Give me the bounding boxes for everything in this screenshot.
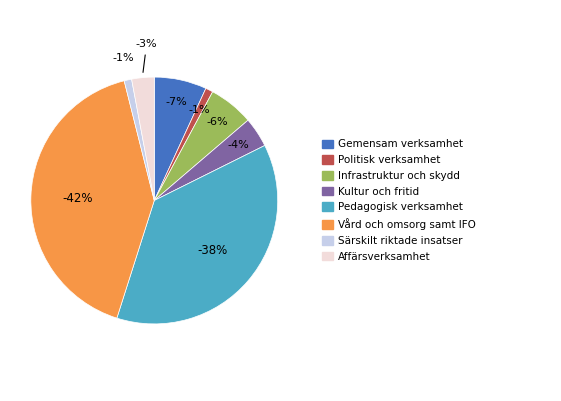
Legend: Gemensam verksamhet, Politisk verksamhet, Infrastruktur och skydd, Kultur och fr: Gemensam verksamhet, Politisk verksamhet… [319,136,479,265]
Text: -42%: -42% [62,192,93,205]
Text: -1%: -1% [112,53,134,63]
Text: -4%: -4% [228,140,250,150]
Text: -1%: -1% [188,105,210,115]
Wedge shape [124,79,154,200]
Text: -7%: -7% [165,97,187,107]
Wedge shape [154,120,265,200]
Text: -3%: -3% [136,39,158,73]
Wedge shape [154,92,248,200]
Wedge shape [31,81,154,318]
Text: -38%: -38% [197,244,228,257]
Text: -6%: -6% [207,117,228,127]
Wedge shape [154,77,206,200]
Wedge shape [154,88,213,200]
Wedge shape [132,77,154,200]
Wedge shape [117,146,278,324]
